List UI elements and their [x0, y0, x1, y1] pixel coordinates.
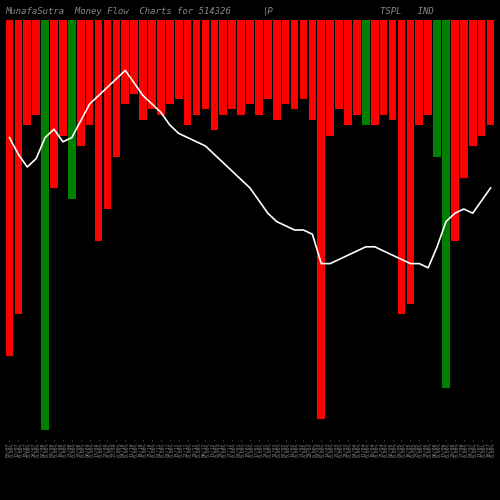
Bar: [175, 20, 182, 99]
Bar: [86, 20, 94, 125]
Bar: [148, 20, 156, 110]
Bar: [59, 20, 66, 136]
Bar: [24, 20, 31, 125]
Bar: [362, 20, 370, 125]
Bar: [6, 20, 13, 356]
Bar: [210, 20, 218, 130]
Bar: [166, 20, 173, 104]
Bar: [460, 20, 468, 178]
Bar: [264, 20, 272, 99]
Bar: [416, 20, 423, 125]
Bar: [95, 20, 102, 240]
Bar: [336, 20, 343, 110]
Bar: [389, 20, 396, 119]
Bar: [424, 20, 432, 114]
Bar: [68, 20, 76, 199]
Bar: [157, 20, 164, 114]
Bar: [406, 20, 414, 304]
Bar: [282, 20, 290, 104]
Bar: [318, 20, 325, 419]
Bar: [184, 20, 192, 125]
Bar: [50, 20, 58, 188]
Bar: [478, 20, 486, 136]
Bar: [487, 20, 494, 125]
Bar: [228, 20, 236, 110]
Bar: [246, 20, 254, 104]
Text: TSPL   IND: TSPL IND: [380, 8, 434, 16]
Bar: [112, 20, 120, 156]
Bar: [469, 20, 476, 146]
Bar: [104, 20, 111, 209]
Bar: [344, 20, 352, 125]
Bar: [32, 20, 40, 114]
Bar: [202, 20, 209, 110]
Bar: [130, 20, 138, 94]
Bar: [220, 20, 227, 114]
Bar: [14, 20, 22, 314]
Bar: [140, 20, 147, 119]
Bar: [255, 20, 262, 114]
Bar: [77, 20, 84, 146]
Bar: [398, 20, 405, 314]
Bar: [371, 20, 378, 125]
Bar: [273, 20, 280, 119]
Bar: [300, 20, 307, 99]
Bar: [326, 20, 334, 136]
Bar: [451, 20, 458, 240]
Bar: [380, 20, 388, 114]
Bar: [442, 20, 450, 388]
Bar: [193, 20, 200, 114]
Bar: [291, 20, 298, 110]
Bar: [353, 20, 360, 114]
Text: MunafaSutra  Money Flow  Charts for 514326: MunafaSutra Money Flow Charts for 514326: [5, 8, 231, 16]
Bar: [238, 20, 245, 114]
Text: |P: |P: [262, 8, 273, 16]
Bar: [122, 20, 129, 104]
Bar: [42, 20, 49, 430]
Bar: [434, 20, 441, 156]
Bar: [308, 20, 316, 119]
